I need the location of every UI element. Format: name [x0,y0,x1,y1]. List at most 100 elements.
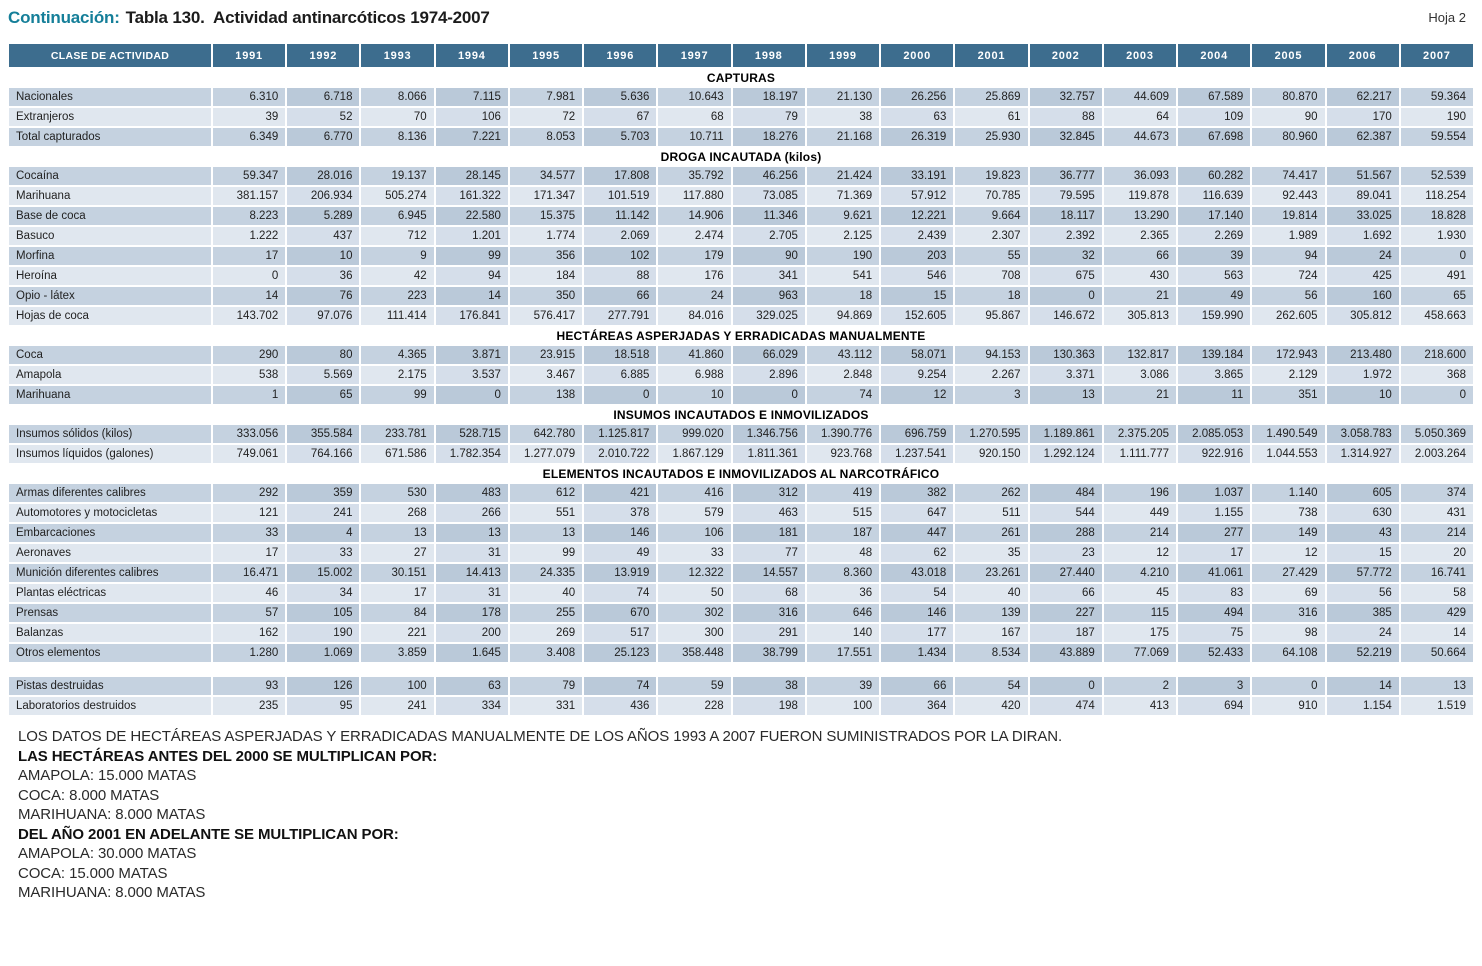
value-cell: 505.274 [361,187,434,205]
value-cell: 14.906 [658,207,731,225]
value-cell: 117.880 [658,187,731,205]
value-cell: 0 [1400,386,1473,404]
value-cell: 74 [584,584,657,602]
value-cell: 35.792 [658,167,731,185]
value-cell: 100 [361,677,434,695]
value-cell: 8.360 [806,564,880,582]
value-cell: 1.811.361 [732,445,805,463]
row-label: Extranjeros [9,108,211,126]
value-cell: 538 [213,366,286,384]
value-cell: 14 [213,287,286,305]
section-title-row: DROGA INCAUTADA (kilos) [9,148,1473,165]
value-cell: 63 [435,677,508,695]
value-cell: 5.703 [584,128,657,146]
value-cell: 429 [1400,604,1473,622]
value-cell: 484 [1029,484,1102,502]
value-cell: 95 [287,697,360,715]
value-cell: 79 [509,677,583,695]
value-cell: 176.841 [435,307,508,325]
value-cell: 77.069 [1103,644,1177,662]
table-row: Opio - látex 14 76 223 14 350 66 24 963 18 15 18 0 21… [9,287,1473,305]
row-label: Amapola [9,366,211,384]
value-cell: 355.584 [287,425,360,443]
value-cell: 2.003.264 [1400,445,1473,463]
value-cell: 334 [435,697,508,715]
year-header-cell: 1991 [213,44,286,67]
value-cell: 12 [1103,544,1177,562]
table-header: CLASE DE ACTIVIDAD 1991 1992 1993 1994 1995 19… [9,44,1473,67]
value-cell: 425 [1326,267,1399,285]
value-cell: 0 [732,386,805,404]
table-row: Total capturados 6.349 6.770 8.136 7.221 8.05… [9,128,1473,146]
row-label: Insumos sólidos (kilos) [9,425,211,443]
value-cell: 530 [361,484,434,502]
row-label: Marihuana [9,386,211,404]
year-header-cell: 1999 [806,44,880,67]
value-cell: 541 [806,267,880,285]
value-cell: 143.702 [213,307,286,325]
table-row: Munición diferentes calibres 16.471 15.002… [9,564,1473,582]
value-cell: 48 [806,544,880,562]
value-cell: 49 [584,544,657,562]
value-cell: 18.197 [732,88,805,106]
value-cell: 0 [1400,247,1473,265]
value-cell: 1.222 [213,227,286,245]
value-cell: 12 [881,386,954,404]
value-cell: 277 [1178,524,1251,542]
value-cell: 922.916 [1178,445,1251,463]
table-row: Morfina 17 10 9 99 356 102 179 90 190 203 55 32 66 39 9… [9,247,1473,265]
value-cell: 2.085.053 [1178,425,1251,443]
value-cell: 712 [361,227,434,245]
year-header-cell: 1998 [732,44,805,67]
row-label: Cocaína [9,167,211,185]
value-cell: 5.569 [287,366,360,384]
value-cell: 647 [881,504,954,522]
value-cell: 10 [1326,386,1399,404]
value-cell: 483 [435,484,508,502]
year-header-cell: 2004 [1178,44,1251,67]
value-cell: 999.020 [658,425,731,443]
value-cell: 6.310 [213,88,286,106]
value-cell: 14 [1400,624,1473,642]
value-cell: 162 [213,624,286,642]
activity-table: CLASE DE ACTIVIDAD 1991 1992 1993 1994 1995 19… [7,42,1475,717]
row-label: Total capturados [9,128,211,146]
value-cell: 2.307 [955,227,1028,245]
value-cell: 5.050.369 [1400,425,1473,443]
value-cell: 2.439 [881,227,954,245]
value-cell: 255 [509,604,583,622]
value-cell: 515 [806,504,880,522]
value-cell: 23 [1029,544,1102,562]
value-cell: 1.189.861 [1029,425,1102,443]
value-cell: 494 [1178,604,1251,622]
value-cell: 38 [732,677,805,695]
footnote-line: MARIHUANA: 8.000 MATAS [18,806,206,823]
value-cell: 305.812 [1326,307,1399,325]
table-row: Cocaína 59.347 28.016 19.137 28.145 34.577 17.… [9,167,1473,185]
value-cell: 382 [881,484,954,502]
value-cell: 132.817 [1103,346,1177,364]
value-cell: 4.210 [1103,564,1177,582]
value-cell: 1.270.595 [955,425,1028,443]
value-cell: 20 [1400,544,1473,562]
value-cell: 40 [509,584,583,602]
value-cell: 10.643 [658,88,731,106]
value-cell: 18 [806,287,880,305]
table-row: Extranjeros 39 52 70 106 72 67 68 79 38 63 61 88 64 10… [9,108,1473,126]
value-cell: 329.025 [732,307,805,325]
value-cell: 2.365 [1103,227,1177,245]
value-cell: 38 [806,108,880,126]
value-cell: 738 [1252,504,1325,522]
table-row: Marihuana 381.157 206.934 505.274 161.322 171… [9,187,1473,205]
value-cell: 42 [361,267,434,285]
value-cell: 708 [955,267,1028,285]
value-cell: 3.371 [1029,366,1102,384]
value-cell: 51.567 [1326,167,1399,185]
value-cell: 436 [584,697,657,715]
value-cell: 368 [1400,366,1473,384]
value-cell: 292 [213,484,286,502]
value-cell: 56 [1252,287,1325,305]
value-cell: 1.280 [213,644,286,662]
value-cell: 1.645 [435,644,508,662]
row-label: Munición diferentes calibres [9,564,211,582]
